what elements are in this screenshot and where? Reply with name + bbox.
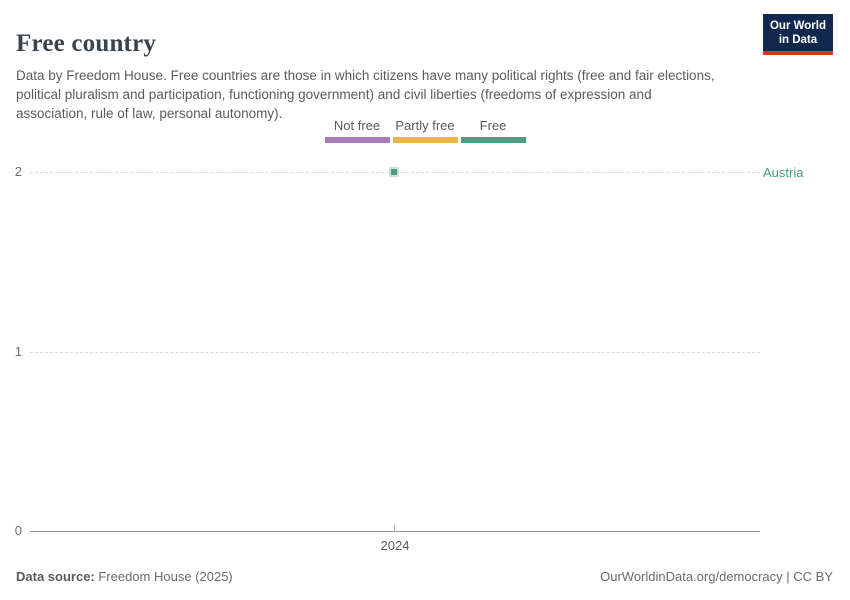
y-axis-tick-2: 2 — [14, 164, 22, 179]
attribution-link[interactable]: OurWorldinData.org/democracy | CC BY — [600, 569, 833, 584]
legend-item-partly-free[interactable]: Partly free — [392, 118, 458, 143]
owid-logo-line1: Our World — [769, 20, 826, 32]
legend-swatch-free — [460, 137, 526, 143]
owid-logo-line2: in Data — [778, 34, 818, 46]
page-title: Free country — [16, 29, 157, 57]
x-axis-tickmark-2024 — [394, 525, 395, 531]
x-axis-tick-2024: 2024 — [380, 538, 410, 553]
legend-swatch-partly-free — [392, 137, 458, 143]
legend-item-not-free[interactable]: Not free — [324, 118, 390, 143]
data-source-note: Data source: Freedom House (2025) — [16, 569, 233, 584]
owid-logo[interactable]: Our World in Data — [762, 14, 833, 55]
legend-label: Not free — [333, 118, 381, 133]
legend-item-free[interactable]: Free — [460, 118, 526, 143]
y-axis-tick-0: 0 — [14, 523, 22, 538]
legend-label: Partly free — [395, 118, 455, 133]
series-label-austria[interactable]: Austria — [763, 165, 804, 180]
legend: Not free Partly free Free — [0, 118, 850, 143]
legend-label: Free — [479, 118, 507, 133]
gridline-y1 — [30, 352, 760, 353]
x-axis-line — [30, 531, 760, 532]
y-axis-tick-1: 1 — [14, 344, 22, 359]
data-source-value: Freedom House (2025) — [94, 569, 233, 584]
data-source-label: Data source: — [16, 569, 95, 584]
data-point-austria-2024[interactable] — [391, 169, 397, 175]
chart-subtitle: Data by Freedom House. Free countries ar… — [16, 67, 715, 121]
legend-swatch-not-free — [324, 137, 390, 143]
